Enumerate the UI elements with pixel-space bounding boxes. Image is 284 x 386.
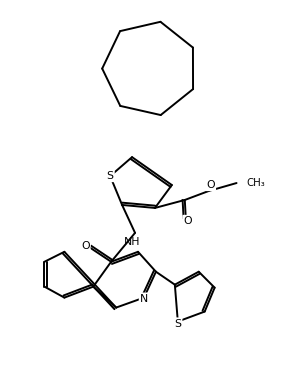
Text: S: S xyxy=(107,171,114,181)
Text: O: O xyxy=(183,216,192,226)
Text: N: N xyxy=(140,294,148,304)
Text: O: O xyxy=(206,180,215,190)
Text: S: S xyxy=(174,318,181,328)
Text: NH: NH xyxy=(124,237,140,247)
Text: CH₃: CH₃ xyxy=(247,178,265,188)
Text: O: O xyxy=(81,241,89,251)
